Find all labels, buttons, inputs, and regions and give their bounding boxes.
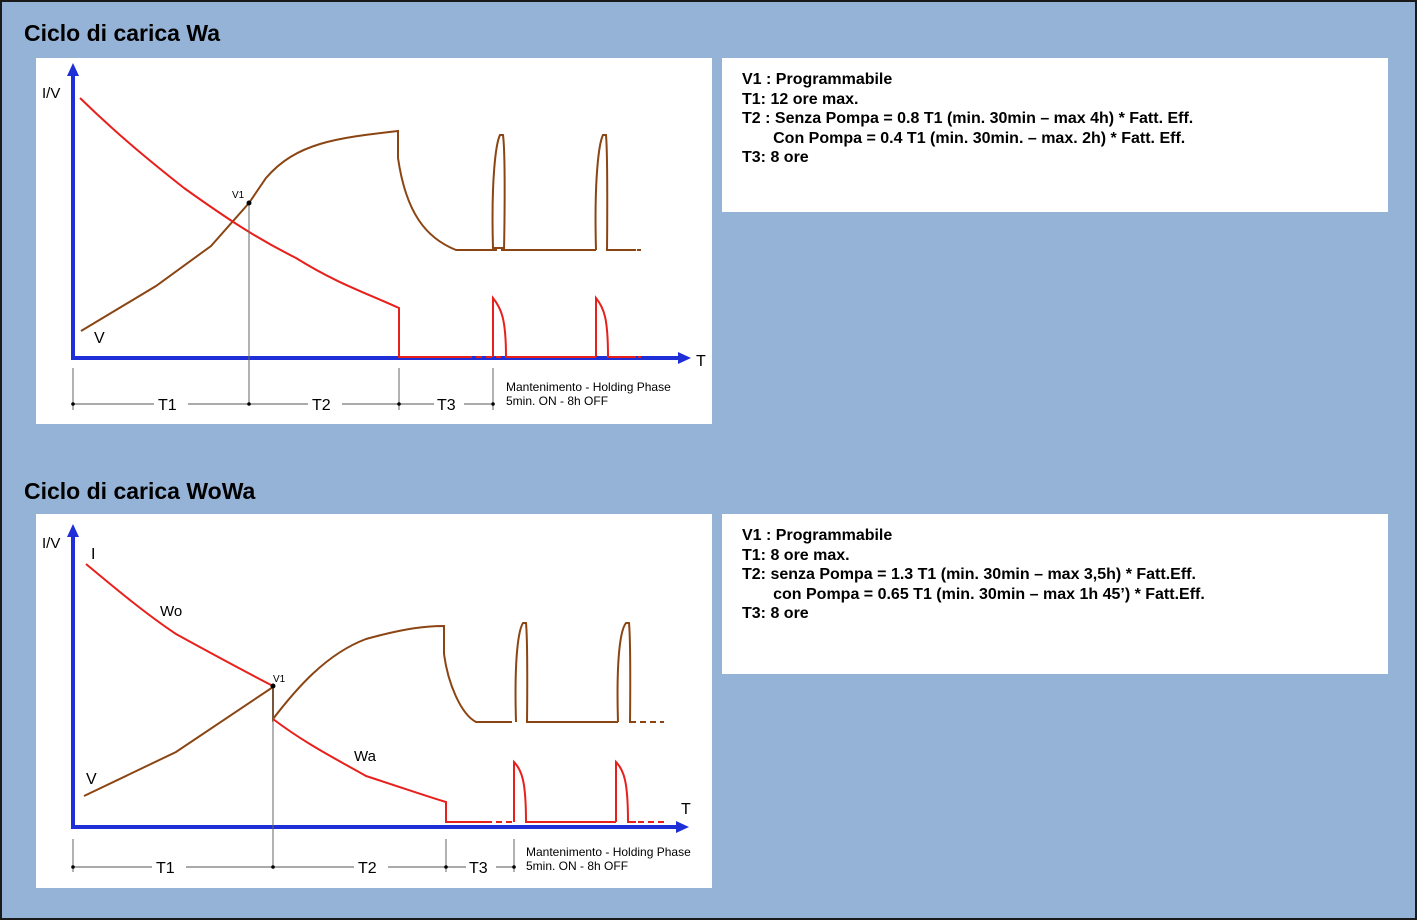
info-line: T3: 8 ore [742, 149, 809, 166]
tick-dot [271, 865, 275, 869]
info-line: T2 : Senza Pompa = 0.8 T1 (min. 30min – … [742, 110, 1194, 127]
diagram-wa: I/V T V V1 T1 T2 T3 Mantenimento - Holdi… [36, 58, 712, 424]
info-box-wa: V1 : Programmabile T1: 12 ore max. T2 : … [722, 58, 1388, 212]
section-title-wa: Ciclo di carica Wa [24, 20, 220, 46]
x-axis-arrow [678, 352, 691, 364]
info-line: T3: 8 ore [742, 605, 809, 622]
label-bg [308, 397, 342, 413]
voltage-curve [83, 624, 506, 797]
holding-phase-label: Mantenimento - Holding Phase [506, 380, 671, 394]
section-title-wowa: Ciclo di carica WoWa [24, 478, 256, 504]
info-box-wowa: V1 : Programmabile T1: 8 ore max. T2: se… [722, 514, 1388, 674]
diagram-wowa: I/V T I V Wo Wa V1 T1 T2 T3 Mantenimento… [36, 514, 712, 888]
info-line: T2: senza Pompa = 1.3 T1 (min. 30min – m… [742, 566, 1196, 583]
info-line: V1 : Programmabile [742, 71, 893, 88]
v1-label: V1 [273, 674, 286, 685]
wo-label: Wo [160, 603, 182, 620]
voltage-pulse-1 [491, 134, 596, 251]
info-line: T1: 8 ore max. [742, 546, 850, 564]
current-pulse-1 [492, 295, 596, 358]
label-bg [354, 860, 388, 876]
tick-dot [397, 402, 401, 406]
info-line: V1 : Programmabile [742, 527, 893, 544]
diagram-wowa-svg: I/V T I V Wo Wa V1 T1 T2 T3 Mantenimento… [42, 524, 691, 877]
current-pulse-2 [595, 295, 636, 358]
x-axis-label: T [696, 353, 706, 370]
phase-t1-label: T1 [158, 397, 177, 414]
phase-t2-label: T2 [312, 397, 331, 414]
info-line: T1: 12 ore max. [742, 90, 859, 108]
y-axis-label: I/V [42, 85, 60, 102]
diagram-wa-svg: I/V T V V1 T1 T2 T3 Mantenimento - Holdi… [42, 63, 706, 414]
holding-phase-label: Mantenimento - Holding Phase [526, 845, 691, 859]
tick-dot [71, 402, 75, 406]
phase-t1-label: T1 [156, 860, 175, 877]
label-bg [152, 860, 186, 876]
v-label: V [94, 330, 105, 347]
holding-phase-timing: 5min. ON - 8h OFF [506, 394, 608, 408]
voltage-pulse-2 [616, 622, 636, 723]
phase-t2-label: T2 [358, 860, 377, 877]
label-bg [434, 397, 464, 413]
current-pulse-2 [615, 759, 636, 823]
current-curve [85, 563, 274, 687]
current-curve-wa [272, 718, 486, 823]
y-axis-label: I/V [42, 535, 60, 552]
label-bg [466, 860, 496, 876]
i-label: I [91, 546, 95, 563]
phase-t3-label: T3 [437, 397, 456, 414]
v-label: V [86, 771, 97, 788]
phase-t3-label: T3 [469, 860, 488, 877]
current-curve [79, 97, 466, 358]
tick-dot [512, 865, 516, 869]
x-axis-label: T [681, 801, 691, 818]
voltage-pulse-1 [514, 622, 618, 723]
y-axis-arrow [67, 524, 79, 537]
holding-phase-timing: 5min. ON - 8h OFF [526, 859, 628, 873]
info-line: con Pompa = 0.65 T1 (min. 30min – max 1h… [742, 585, 1205, 603]
v1-label: V1 [232, 190, 245, 201]
x-axis-arrow [676, 821, 689, 833]
v1-point [246, 200, 252, 206]
voltage-pulse-2 [594, 134, 636, 251]
y-axis-arrow [67, 63, 79, 76]
label-bg [154, 397, 188, 413]
tick-dot [491, 402, 495, 406]
info-line: Con Pompa = 0.4 T1 (min. 30min. – max. 2… [742, 129, 1186, 147]
voltage-curve [80, 129, 491, 332]
current-pulse-1 [513, 759, 616, 823]
v1-point [270, 683, 276, 689]
tick-dot [444, 865, 448, 869]
tick-dot [247, 402, 251, 406]
wa-label: Wa [354, 748, 377, 765]
tick-dot [71, 865, 75, 869]
